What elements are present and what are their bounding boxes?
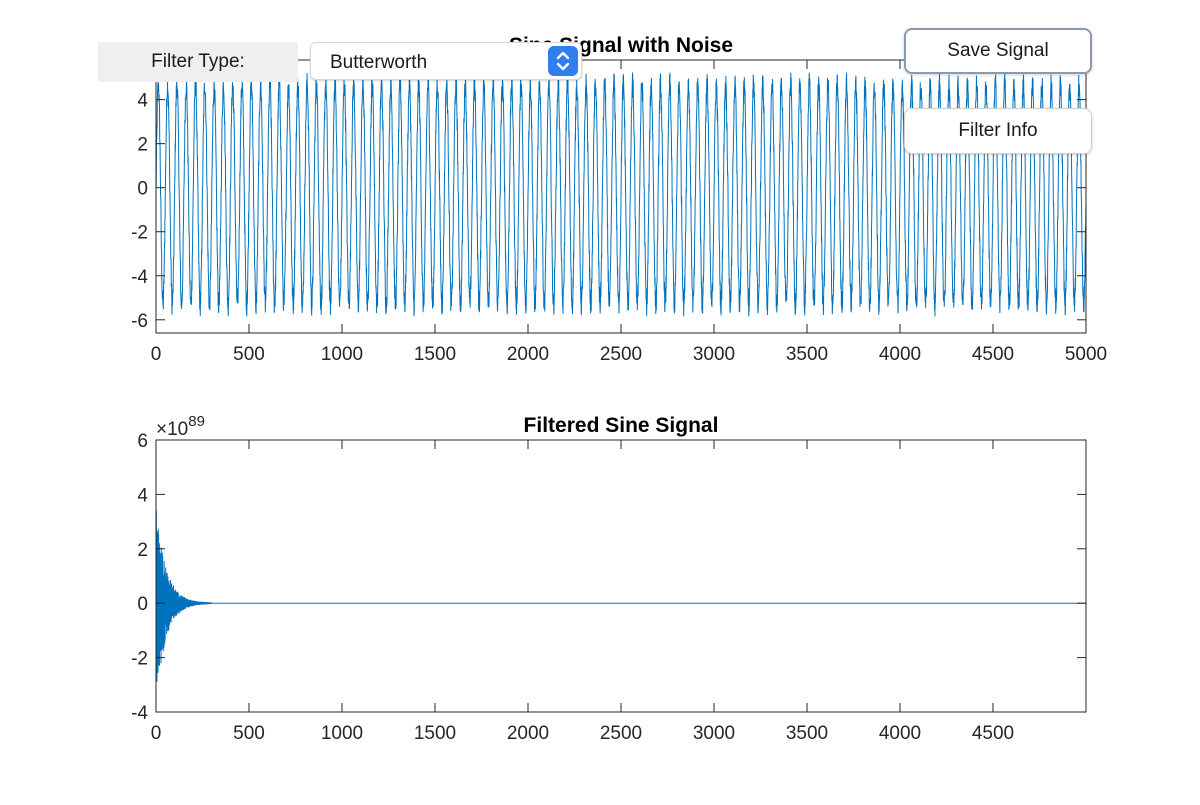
chart-0: 0 500 1000 1500 2000 2500 3000 3500 4000 4500 5000… xyxy=(131,34,1107,365)
y-tick-label: -2 xyxy=(131,223,148,244)
filter-info-button-label: Filter Info xyxy=(958,120,1038,141)
chart-title: Filtered Sine Signal xyxy=(524,414,719,437)
x-tick-label: 4000 xyxy=(879,723,921,744)
x-tick-label: 3500 xyxy=(786,723,828,744)
y-tick-label: 2 xyxy=(137,135,148,156)
x-tick-label: 500 xyxy=(233,723,265,744)
y-tick-label: 6 xyxy=(137,431,148,452)
y-tick-label: 4 xyxy=(137,485,148,506)
x-tick-label: 5000 xyxy=(1065,344,1107,365)
x-tick-label: 0 xyxy=(151,344,162,365)
save-signal-button-label: Save Signal xyxy=(947,40,1049,61)
filter-type-value: Butterworth xyxy=(330,52,428,73)
x-tick-label: 1000 xyxy=(321,723,363,744)
filter-type-label-text: Filter Type: xyxy=(151,51,245,72)
y-tick-label: 2 xyxy=(137,540,148,561)
x-tick-label: 1000 xyxy=(321,344,363,365)
save-signal-button[interactable]: Save Signal xyxy=(904,28,1092,74)
x-tick-label: 2000 xyxy=(507,344,549,365)
x-tick-label: 3000 xyxy=(693,344,735,365)
y-tick-label: -6 xyxy=(131,311,148,332)
y-tick-label: -2 xyxy=(131,649,148,670)
y-tick-label: 0 xyxy=(137,179,148,200)
x-tick-label: 2500 xyxy=(600,344,642,365)
chevron-up-down-icon[interactable] xyxy=(548,46,578,76)
x-tick-label: 3500 xyxy=(786,344,828,365)
filter-info-button[interactable]: Filter Info xyxy=(904,108,1092,154)
y-exponent-label: ×1089 xyxy=(156,413,205,440)
y-exponent-base: ×10 xyxy=(156,419,188,440)
x-tick-label: 2000 xyxy=(507,723,549,744)
y-tick-label: -4 xyxy=(131,703,148,724)
x-tick-label: 0 xyxy=(151,723,162,744)
x-tick-label: 3000 xyxy=(693,723,735,744)
x-tick-label: 500 xyxy=(233,344,265,365)
x-tick-label: 1500 xyxy=(414,723,456,744)
filter-type-dropdown[interactable]: Butterworth xyxy=(310,42,582,80)
series-line-1 xyxy=(155,507,1087,682)
x-tick-label: 2500 xyxy=(600,723,642,744)
filter-type-label: Filter Type: xyxy=(98,42,298,82)
x-tick-label: 1500 xyxy=(414,344,456,365)
chart-1: 0 500 1000 1500 2000 2500 3000 3500 4000 4500 -4 -2… xyxy=(131,413,1087,744)
x-tick-label: 4500 xyxy=(972,344,1014,365)
y-exponent-power: 89 xyxy=(188,413,205,430)
y-tick-label: 4 xyxy=(137,91,148,112)
x-tick-label: 4500 xyxy=(972,723,1014,744)
x-tick-label: 4000 xyxy=(879,344,921,365)
y-tick-label: -4 xyxy=(131,267,148,288)
y-tick-label: 0 xyxy=(137,594,148,615)
series-line-0 xyxy=(155,71,1087,317)
axes-box-1 xyxy=(155,439,1087,713)
